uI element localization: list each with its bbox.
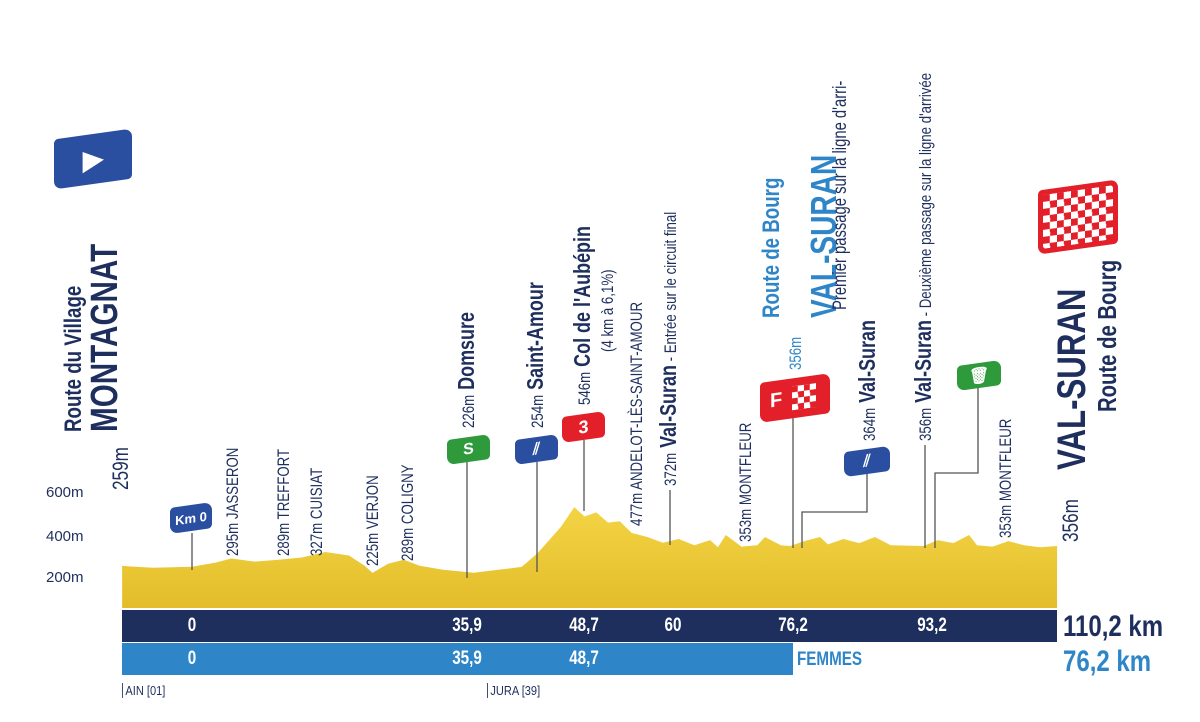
place-cuisiat: 327m CUISIAT bbox=[307, 467, 326, 556]
waste-bin-icon: 🗑 bbox=[968, 366, 990, 386]
first-passage-note: Premier passage sur la ligne d'arri- bbox=[830, 80, 851, 310]
checkered-flag-icon bbox=[792, 383, 817, 411]
feed-zone-icon: ⫽ bbox=[532, 439, 541, 459]
first-passage-altitude: 356m bbox=[786, 336, 805, 370]
place-montfleur-1: 353m MONTFLEUR bbox=[736, 422, 755, 542]
finish-flag bbox=[1038, 179, 1118, 255]
y-tick-400: 400m bbox=[46, 528, 84, 545]
valsuran-feed-label: 364m Val-Suran bbox=[854, 320, 880, 441]
valsuran-entry-label: 372m Val-Suran - Entrée sur le circuit f… bbox=[655, 211, 681, 486]
start-arrow-icon: ▶ bbox=[83, 142, 103, 175]
marker-poles bbox=[191, 388, 979, 578]
men-km: 60 bbox=[664, 615, 682, 636]
women-km: 48,7 bbox=[569, 648, 599, 669]
finish-altitude: 356m bbox=[1058, 499, 1083, 542]
place-coligny: 289m COLIGNY bbox=[398, 464, 417, 561]
men-distance-bar: 0 35,9 48,7 60 76,2 93,2 bbox=[122, 610, 1057, 642]
start-altitude: 259m bbox=[108, 447, 133, 490]
place-verjon: 225m VERJON bbox=[363, 475, 382, 566]
start-street: Route du Village bbox=[60, 285, 87, 432]
department-jura: JURA [39] bbox=[487, 683, 540, 698]
women-km: 35,9 bbox=[452, 648, 482, 669]
finish-street: Route de Bourg bbox=[1092, 259, 1122, 412]
finish-town: VAL-SURAN bbox=[1050, 288, 1094, 470]
place-montfleur-2: 353m MONTFLEUR bbox=[996, 418, 1015, 538]
feed-zone-pole bbox=[801, 474, 868, 548]
men-km: 35,9 bbox=[452, 615, 482, 636]
men-total-distance: 110,2 km bbox=[1063, 610, 1164, 643]
feed-zone-icon: ⫽ bbox=[863, 451, 871, 471]
men-km: 48,7 bbox=[569, 615, 599, 636]
y-tick-200: 200m bbox=[46, 569, 84, 586]
first-passage-street: Route de Bourg bbox=[758, 177, 785, 318]
women-km: 0 bbox=[187, 648, 197, 669]
place-jasseron: 295m JASSERON bbox=[223, 447, 242, 556]
men-km: 0 bbox=[187, 615, 197, 636]
department-ain: AIN [01] bbox=[122, 683, 165, 698]
waste-zone-pole bbox=[934, 388, 979, 548]
women-total-distance: 76,2 km bbox=[1063, 645, 1152, 678]
men-km: 76,2 bbox=[778, 615, 808, 636]
elevation-profile bbox=[122, 507, 1058, 608]
second-passage-label: 356m Val-Suran - Deuxième passage sur la… bbox=[910, 72, 936, 441]
women-label: FEMMES bbox=[797, 649, 863, 670]
women-distance-bar: 0 35,9 48,7 bbox=[122, 643, 793, 675]
col-detail: (4 km à 6,1%) bbox=[598, 269, 617, 352]
y-tick-600: 600m bbox=[46, 484, 84, 501]
place-andelot: 477m ANDELOT-LÈS-SAINT-AMOUR bbox=[627, 301, 646, 526]
place-treffort: 289m TREFFORT bbox=[274, 448, 293, 556]
domsure-label: 226m Domsure bbox=[453, 312, 479, 428]
saint-amour-label: 254m Saint-Amour bbox=[522, 282, 548, 428]
men-km: 93,2 bbox=[917, 615, 947, 636]
start-town: MONTAGNAT bbox=[84, 243, 126, 432]
col-label: 546m Col de l'Aubépin bbox=[569, 226, 595, 405]
